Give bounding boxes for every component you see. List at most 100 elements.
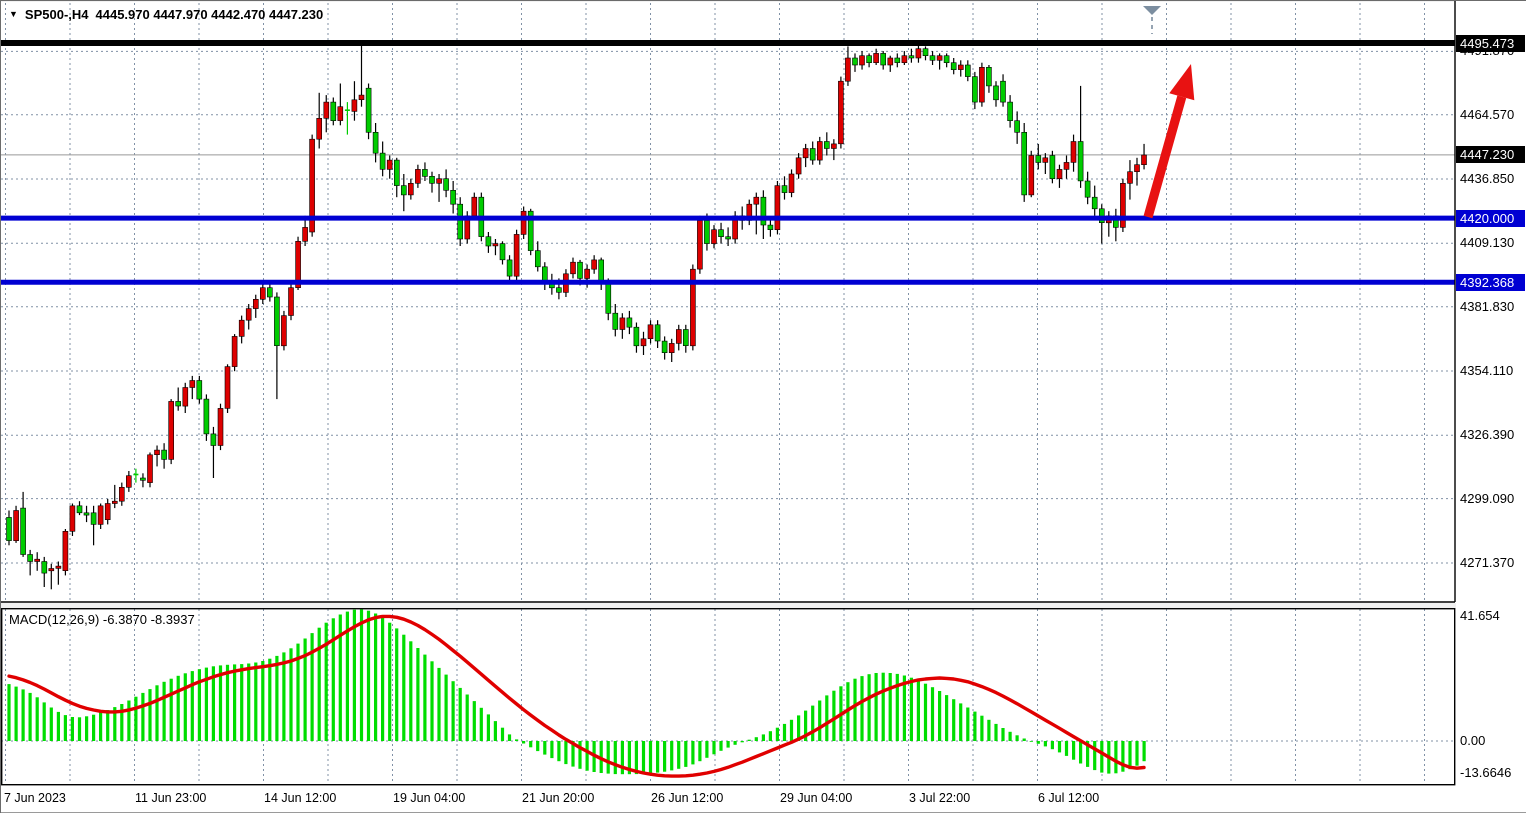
macd-axis-label: 0.00 bbox=[1460, 733, 1486, 748]
candle-body bbox=[69, 505, 76, 532]
candle-body bbox=[471, 196, 478, 217]
time-axis[interactable]: 7 Jun 2023 11 Jun 23:00 14 Jun 12:00 19 Jun… bbox=[1, 786, 1526, 813]
macd-histogram-bar bbox=[1086, 741, 1090, 767]
macd-histogram-bar bbox=[56, 711, 60, 741]
macd-histogram-bar bbox=[818, 700, 822, 741]
macd-histogram-bar bbox=[1050, 741, 1054, 750]
price-axis-label: 4271.370 bbox=[1460, 555, 1515, 570]
macd-histogram-bar bbox=[1029, 741, 1033, 742]
price-axis-label: 4299.090 bbox=[1460, 491, 1515, 506]
price-axis-label: 4326.390 bbox=[1460, 427, 1515, 442]
candle-body bbox=[27, 554, 33, 562]
candle-body bbox=[48, 568, 55, 572]
macd-histogram-bar bbox=[959, 703, 963, 741]
macd-histogram-bar bbox=[811, 705, 815, 741]
macd-histogram-bar bbox=[804, 710, 808, 741]
macd-panel-canvas[interactable] bbox=[1, 608, 1456, 786]
candle-body bbox=[887, 57, 894, 66]
macd-histogram-bar bbox=[141, 692, 145, 741]
macd-histogram-bar bbox=[324, 622, 328, 741]
macd-histogram-bar bbox=[1114, 741, 1118, 774]
macd-histogram-bar bbox=[620, 741, 624, 775]
candle-body bbox=[379, 152, 386, 170]
candle-body bbox=[852, 57, 858, 66]
macd-histogram-bar bbox=[952, 699, 956, 741]
price-axis[interactable]: 4491.8704464.5704436.8504409.1304381.830… bbox=[1456, 1, 1526, 786]
macd-histogram-bar bbox=[1079, 741, 1083, 764]
candle-body bbox=[534, 250, 541, 268]
macd-histogram-bar bbox=[557, 741, 561, 762]
candle-body bbox=[457, 203, 464, 240]
macd-histogram-bar bbox=[1015, 735, 1019, 741]
macd-histogram-bar bbox=[860, 676, 864, 741]
macd-histogram-bar bbox=[909, 677, 913, 741]
candle-body bbox=[668, 343, 675, 353]
candle-body bbox=[203, 398, 210, 435]
candle-body bbox=[682, 329, 689, 347]
macd-histogram-bar bbox=[775, 727, 779, 741]
candle-body bbox=[675, 329, 682, 344]
candle-body bbox=[196, 380, 203, 400]
panel-separator[interactable] bbox=[1, 603, 1456, 608]
macd-histogram-bar bbox=[1128, 741, 1132, 770]
candle-body bbox=[253, 298, 259, 309]
macd-histogram-bar bbox=[303, 638, 307, 741]
macd-histogram-bar bbox=[190, 671, 194, 741]
candle-body bbox=[1007, 101, 1013, 121]
candle-body bbox=[175, 401, 181, 407]
candle-body bbox=[274, 296, 280, 347]
macd-histogram-bar bbox=[388, 622, 392, 741]
candle-body bbox=[1084, 180, 1091, 198]
time-axis-label: 14 Jun 12:00 bbox=[264, 791, 337, 805]
candle-body bbox=[972, 76, 978, 103]
candle-body bbox=[880, 53, 887, 66]
trend-arrow-shaft[interactable] bbox=[1143, 95, 1187, 219]
candle-body bbox=[1120, 183, 1126, 228]
macd-histogram-bar bbox=[606, 741, 610, 774]
candle-body bbox=[781, 185, 788, 193]
time-axis-label: 6 Jul 12:00 bbox=[1038, 791, 1100, 805]
time-axis-label: 29 Jun 04:00 bbox=[780, 791, 853, 805]
macd-histogram-bar bbox=[35, 697, 39, 741]
candle-body bbox=[986, 67, 992, 87]
macd-histogram-bar bbox=[923, 683, 928, 741]
candle-body bbox=[1035, 155, 1042, 163]
candle-body bbox=[231, 336, 238, 367]
macd-histogram-bar bbox=[366, 610, 371, 741]
macd-histogram-bar bbox=[169, 678, 173, 741]
macd-histogram-bar bbox=[663, 741, 667, 772]
candle-body bbox=[6, 517, 12, 541]
macd-histogram-bar bbox=[1064, 741, 1069, 756]
macd-histogram-bar bbox=[99, 712, 103, 741]
candle-body bbox=[859, 55, 865, 66]
macd-histogram-bar bbox=[973, 711, 977, 741]
candle-body bbox=[351, 99, 358, 112]
main-chart-canvas[interactable] bbox=[1, 1, 1456, 603]
macd-histogram-bar bbox=[656, 741, 660, 773]
macd-histogram-bar bbox=[768, 731, 772, 741]
candle-body bbox=[281, 315, 287, 347]
candle-body bbox=[443, 178, 449, 191]
chart-shift-marker-icon[interactable] bbox=[1143, 6, 1161, 15]
time-axis-label: 19 Jun 04:00 bbox=[393, 791, 466, 805]
macd-histogram-bar bbox=[155, 685, 159, 741]
macd-histogram-bar bbox=[14, 686, 18, 741]
candle-body bbox=[725, 236, 731, 240]
candle-body bbox=[697, 220, 703, 270]
candle-body bbox=[718, 229, 724, 237]
candle-body bbox=[838, 80, 844, 145]
candle-body bbox=[809, 148, 816, 161]
candle-body bbox=[436, 178, 442, 184]
candle-body bbox=[393, 159, 400, 186]
symbol-dropdown-icon[interactable]: ▼ bbox=[9, 8, 18, 19]
candle-body bbox=[626, 317, 633, 328]
macd-histogram-bar bbox=[275, 655, 279, 741]
price-axis-label: 4354.110 bbox=[1460, 363, 1514, 378]
candle-body bbox=[915, 48, 922, 59]
macd-histogram-bar bbox=[233, 664, 237, 741]
macd-histogram-bar bbox=[782, 723, 787, 741]
candle-body bbox=[527, 210, 534, 251]
trend-arrow-head[interactable] bbox=[1169, 64, 1195, 101]
time-axis-label: 7 Jun 2023 bbox=[4, 791, 66, 805]
macd-histogram-bar bbox=[719, 741, 723, 751]
